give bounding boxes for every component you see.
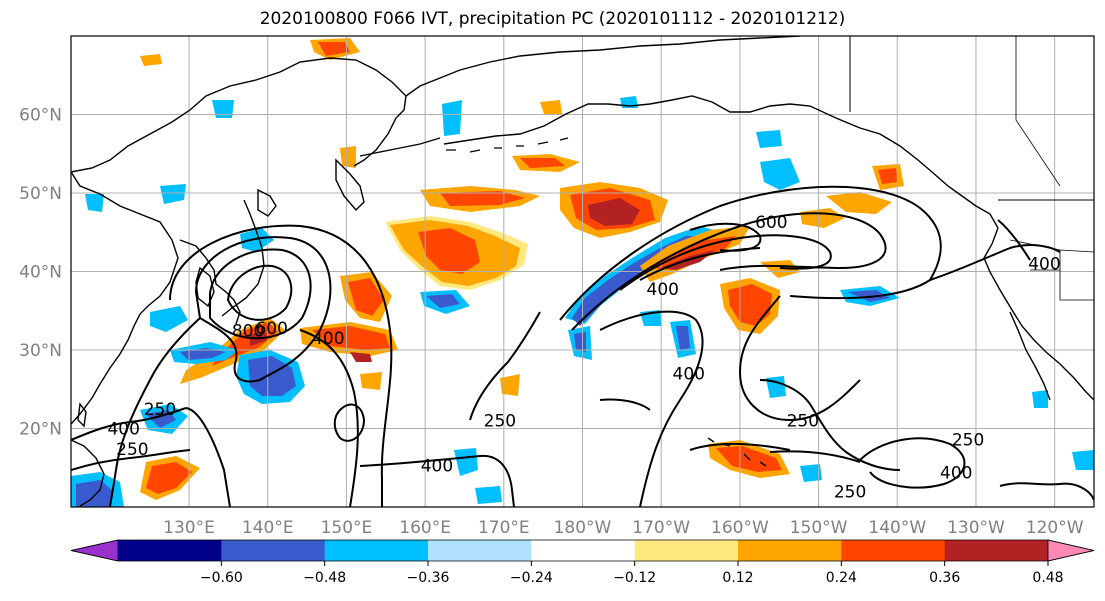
colorbar-tick-label: −0.48 bbox=[303, 570, 346, 586]
ivt-contour-label: 400 bbox=[647, 280, 679, 300]
colorbar-segment bbox=[634, 540, 739, 561]
lon-tick-label: 150°W bbox=[790, 518, 848, 538]
colorbar-tick-label: −0.36 bbox=[407, 570, 450, 586]
colorbar-min-extend bbox=[70, 539, 119, 562]
latitude-tick-labels: 20°N 30°N 40°N 50°N 60°N bbox=[19, 106, 62, 440]
colorbar-tick-label: −0.24 bbox=[510, 570, 553, 586]
map-frame bbox=[70, 35, 1095, 508]
ivt-contour-labels: 8006004002504002504002504006004002502502… bbox=[107, 213, 1060, 502]
colorbar-segment bbox=[428, 540, 532, 561]
lat-tick-label: 40°N bbox=[19, 263, 62, 283]
lon-tick-label: 180°W bbox=[554, 518, 612, 538]
lat-tick-label: 20°N bbox=[19, 420, 62, 440]
colorbar-max-extend bbox=[1047, 539, 1095, 562]
lon-tick-label: 160°E bbox=[399, 518, 451, 538]
colorbar-segment bbox=[221, 540, 326, 561]
colorbar: −0.60 −0.48 −0.36 −0.24 −0.12 0.12 0.24 0.36 0.4… bbox=[70, 539, 1095, 586]
lat-tick-label: 50°N bbox=[19, 184, 62, 204]
ivt-contour-label: 250 bbox=[834, 482, 866, 502]
colorbar-segment bbox=[841, 540, 946, 561]
colorbar-segment bbox=[324, 540, 429, 561]
ivt-contour-label: 250 bbox=[484, 412, 516, 432]
lon-tick-label: 160°W bbox=[711, 518, 769, 538]
lon-tick-label: 150°E bbox=[321, 518, 373, 538]
ivt-contours bbox=[71, 185, 1094, 507]
precipitation-pc-shading bbox=[71, 38, 1094, 507]
lon-tick-label: 130°E bbox=[163, 518, 215, 538]
colorbar-tick-label: 0.24 bbox=[826, 570, 857, 586]
lon-tick-label: 170°E bbox=[478, 518, 530, 538]
lon-tick-label: 140°W bbox=[868, 518, 926, 538]
lat-tick-label: 30°N bbox=[19, 341, 62, 361]
colorbar-segment bbox=[118, 540, 222, 561]
ivt-contour-label: 250 bbox=[116, 440, 148, 460]
lat-tick-label: 60°N bbox=[19, 106, 62, 126]
colorbar-segment bbox=[944, 540, 1049, 561]
ivt-contour-label: 600 bbox=[755, 213, 787, 233]
ivt-contour-label: 800 bbox=[232, 321, 264, 341]
ivt-contour-label: 400 bbox=[940, 463, 972, 483]
ivt-contour-label: 400 bbox=[421, 456, 453, 476]
ivt-contour-label: 400 bbox=[1028, 255, 1060, 275]
map-gridlines bbox=[71, 36, 1094, 507]
colorbar-tick-label: −0.12 bbox=[613, 570, 656, 586]
colorbar-segment bbox=[738, 540, 842, 561]
colorbar-tick-label: 0.48 bbox=[1032, 570, 1063, 586]
lon-tick-label: 170°W bbox=[632, 518, 690, 538]
lon-tick-label: 120°W bbox=[1026, 518, 1084, 538]
colorbar-outline bbox=[70, 539, 1095, 562]
page-title: 2020100800 F066 IVT, precipitation PC (2… bbox=[259, 9, 846, 29]
colorbar-tick-label: 0.36 bbox=[929, 570, 960, 586]
colorbar-segment bbox=[531, 540, 636, 561]
colorbar-tick-label: −0.60 bbox=[200, 570, 243, 586]
ivt-contour-label: 400 bbox=[107, 420, 139, 440]
ivt-contour-label: 400 bbox=[312, 329, 344, 349]
ivt-contour-label: 250 bbox=[144, 400, 176, 420]
lon-tick-label: 140°E bbox=[242, 518, 294, 538]
ivt-contour-label: 250 bbox=[787, 412, 819, 432]
ivt-contour-label: 400 bbox=[673, 365, 705, 385]
ivt-contour-label: 250 bbox=[952, 430, 984, 450]
ivt-contour-label: 600 bbox=[255, 319, 287, 339]
longitude-tick-labels: 130°E 140°E 150°E 160°E 170°E 180°W 170°W 160°W… bbox=[163, 518, 1084, 538]
colorbar-tick-label: 0.12 bbox=[722, 570, 753, 586]
lon-tick-label: 130°W bbox=[947, 518, 1005, 538]
